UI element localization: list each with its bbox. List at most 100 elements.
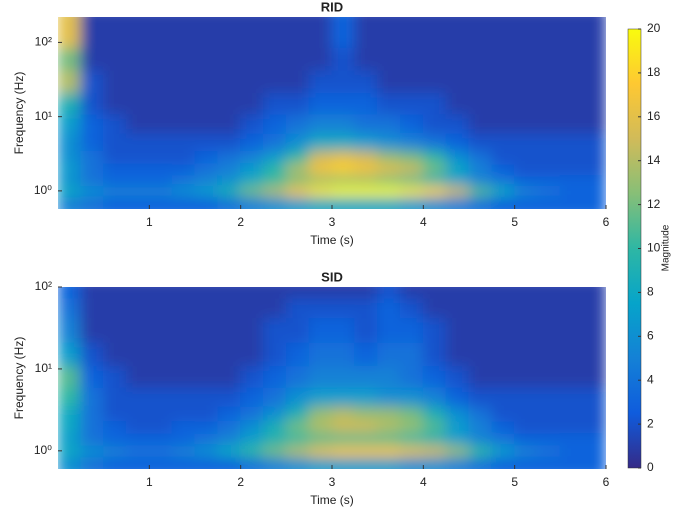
cell [354,47,379,71]
colorbar-tick-label: 12 [647,197,661,211]
cell [559,386,584,407]
cell [422,196,447,209]
cell [354,297,379,319]
cell [171,405,196,421]
cell [537,184,561,198]
cell [58,341,82,367]
cell [58,317,82,343]
cell [148,297,173,319]
cell [263,91,287,115]
cell [103,132,127,151]
cell [148,69,173,93]
cell [422,297,447,319]
cell [377,196,401,209]
cell [445,184,470,198]
cell [491,365,516,388]
cell [240,149,264,164]
cell [331,297,356,319]
cell [400,365,424,388]
cell [331,405,356,421]
cell [285,132,310,151]
cell [263,386,287,407]
x-tick-label: 1 [146,215,153,229]
cell [537,341,561,367]
cell [217,162,242,175]
cell [582,341,606,367]
cell [491,405,516,421]
cell [559,297,584,319]
cell [126,405,150,421]
cell [58,444,82,458]
cell [400,386,424,407]
cell [514,444,538,458]
cell [126,173,150,186]
cell [582,17,606,49]
colorbar-tick-label: 2 [647,416,654,430]
cell [103,173,127,186]
cell [148,196,173,209]
cell [103,365,127,388]
cell [103,419,127,434]
cell [263,149,287,164]
y-tick-label: 10¹ [35,109,52,123]
cell [217,17,242,49]
cell [422,162,447,175]
cell [354,405,379,421]
cell [285,69,310,93]
cell [103,317,127,343]
cell [445,456,470,469]
cell [240,91,264,115]
y-axis-label: Frequency (Hz) [12,337,26,420]
cell [308,47,333,71]
cell [514,184,538,198]
cell [126,341,150,367]
cell [422,91,447,115]
cell [514,162,538,175]
cell [445,173,470,186]
cell [194,196,219,209]
cell [240,386,264,407]
x-tick-label: 2 [237,215,244,229]
cell [80,132,105,151]
cell [537,47,561,71]
cell [58,173,82,186]
x-axis-label: Time (s) [310,493,354,507]
cell [263,184,287,198]
cell [582,365,606,388]
cell [148,149,173,164]
cell [240,184,264,198]
cell [537,91,561,115]
cell [194,444,219,458]
cell [194,69,219,93]
cell [445,162,470,175]
cell [58,196,82,209]
cell [582,162,606,175]
cell [217,419,242,434]
cell [491,132,516,151]
cell [126,386,150,407]
cell [308,341,333,367]
colorbar-tick-label: 10 [647,241,661,255]
cell [285,419,310,434]
cell [58,132,82,151]
cell [400,419,424,434]
cell [514,196,538,209]
cell [400,432,424,446]
cell [217,287,242,299]
cell [308,365,333,388]
cell [491,456,516,469]
cell [537,405,561,421]
cell [126,317,150,343]
cell [582,173,606,186]
cell [468,149,493,164]
cell [308,196,333,209]
cell [445,365,470,388]
cell [514,132,538,151]
cell [514,341,538,367]
cell [263,432,287,446]
cell [58,405,82,421]
cell [240,341,264,367]
cell [126,419,150,434]
cell [537,432,561,446]
cell [217,196,242,209]
